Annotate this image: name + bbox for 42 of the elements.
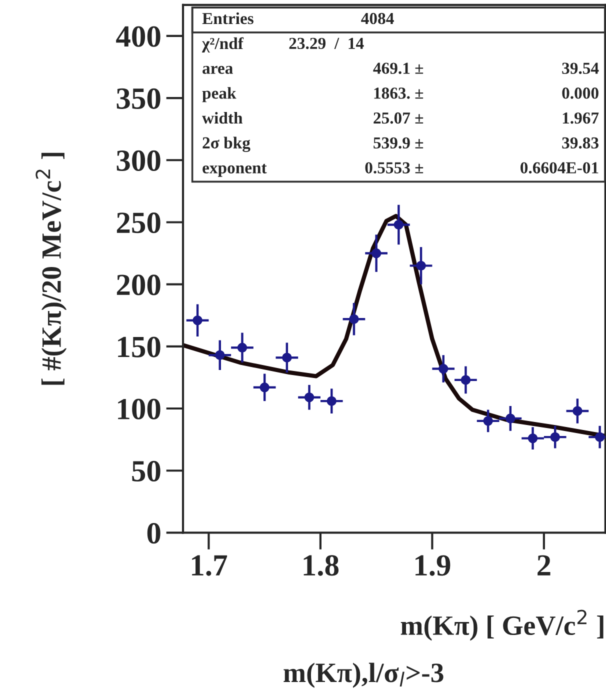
text: m(Kπ),l/σ$_{l}$>-3 [284,662,444,688]
x-tick-label: 1.8 [304,555,339,576]
y-axis-title: [ #(Kπ)/20 MeV/c$^{2}$ ] [36,152,67,385]
text: peak 1863. ± 0.000 [202,87,598,102]
point [192,315,202,326]
x-axis-title: m(Kπ) [ GeV/c$^{2}$ ] [400,610,604,641]
point [572,406,582,416]
point [371,248,382,258]
point [304,392,314,402]
point [260,382,270,392]
point [460,375,471,385]
point [215,350,225,360]
point [528,433,538,444]
x-tick-label: 1.9 [416,555,450,576]
y-tick-label: 50 [132,460,160,482]
point [282,352,292,362]
text: area 469.1 ± 39.54 [202,62,599,74]
y-tick-label: 100 [118,398,160,420]
text: χ²/ndf 23.29 / 14 [202,37,364,53]
point [550,432,560,442]
text: exponent 0.5553 ± 0.6604E-01 [202,162,598,177]
text: Entries 4084 [202,12,394,24]
y-tick-label: 350 [116,88,160,109]
y-tick-label: 300 [116,150,160,172]
point [394,220,404,230]
x-tick-label: 1.7 [192,555,228,576]
point [326,396,336,406]
point [416,260,426,271]
point [438,364,448,374]
text: width 25.07 ± 1.967 [202,112,599,124]
point [483,416,493,426]
y-tick-label: 0 [147,522,160,544]
point [506,414,516,424]
y-tick-label: 250 [116,212,160,234]
x-tick-label: 2 [538,555,550,576]
y-tick-label: 400 [116,26,160,47]
point [594,432,605,442]
text: 2σ bkg 539.9 ± 39.83 [202,136,598,152]
y-tick-label: 150 [118,336,160,358]
point [349,314,359,324]
y-tick-label: 200 [116,274,160,296]
point [237,342,248,353]
